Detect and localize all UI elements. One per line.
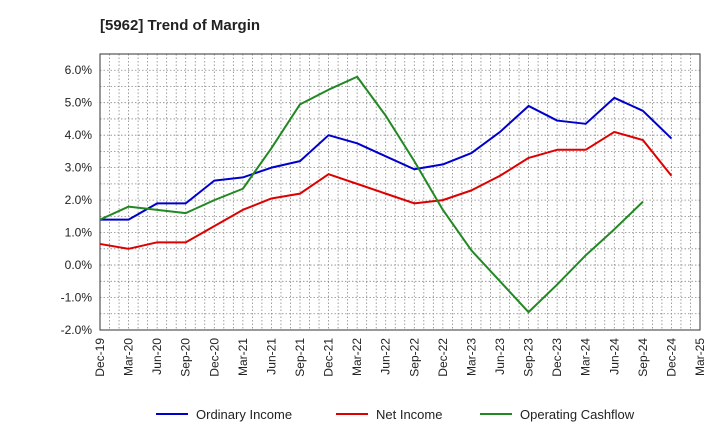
- y-tick-label: -1.0%: [61, 291, 93, 305]
- y-tick-label: 5.0%: [65, 96, 93, 110]
- x-tick-label: Sep-20: [179, 338, 193, 377]
- x-tick-label: Mar-21: [236, 338, 250, 376]
- y-tick-label: 2.0%: [65, 193, 93, 207]
- y-tick-label: -2.0%: [61, 323, 93, 337]
- x-tick-label: Sep-24: [636, 338, 650, 377]
- y-tick-label: 4.0%: [65, 128, 93, 142]
- grid: [100, 54, 700, 330]
- x-tick-label: Sep-21: [293, 338, 307, 377]
- legend-label: Net Income: [376, 407, 442, 422]
- legend-item-ordinary-income: Ordinary Income: [156, 407, 292, 422]
- x-tick-label: Mar-22: [350, 338, 364, 376]
- series-line-operating-cashflow: [99, 75, 644, 314]
- x-tick-label: Jun-21: [264, 338, 278, 375]
- y-tick-label: 3.0%: [65, 161, 93, 175]
- x-tick-label: Jun-20: [150, 338, 164, 375]
- x-tick-label: Jun-22: [379, 338, 393, 375]
- x-tick-label: Dec-22: [436, 338, 450, 377]
- axes: -2.0% -1.0% 0.0% 1.0% 2.0% 3.0% 4.0% 5.0% 6.0% De…: [61, 53, 707, 377]
- x-tick-label: Mar-24: [579, 338, 593, 376]
- x-tick-label: Sep-23: [522, 338, 536, 377]
- y-tick-label: 6.0%: [65, 63, 93, 77]
- x-tick-label: Sep-22: [407, 338, 421, 377]
- x-tick-label: Dec-23: [550, 338, 564, 377]
- x-tick-label: Mar-23: [464, 338, 478, 376]
- x-tick-label: Dec-21: [322, 338, 336, 377]
- x-tick-label: Dec-24: [664, 338, 678, 377]
- plot-frame: [99, 53, 701, 331]
- legend-label: Ordinary Income: [196, 407, 292, 422]
- y-tick-label: 0.0%: [65, 258, 93, 272]
- y-tick-label: 1.0%: [65, 226, 93, 240]
- x-tick-label: Jun-24: [607, 338, 621, 375]
- x-tick-label: Jun-23: [493, 338, 507, 375]
- legend: Ordinary Income Net Income Operating Cashf…: [156, 407, 635, 422]
- x-tick-label: Dec-20: [207, 338, 221, 377]
- series-line-net-income: [99, 130, 673, 250]
- x-tick-label: Mar-20: [122, 338, 136, 376]
- series-lines: [99, 75, 673, 314]
- plot-area: [100, 54, 700, 330]
- legend-label: Operating Cashflow: [520, 407, 635, 422]
- series-line-ordinary-income: [100, 96, 673, 221]
- chart-title: [5962] Trend of Margin: [100, 17, 260, 34]
- legend-item-operating-cashflow: Operating Cashflow: [480, 407, 635, 422]
- x-tick-label: Dec-19: [93, 338, 107, 377]
- legend-item-net-income: Net Income: [336, 407, 442, 422]
- x-tick-label: Mar-25: [693, 338, 707, 376]
